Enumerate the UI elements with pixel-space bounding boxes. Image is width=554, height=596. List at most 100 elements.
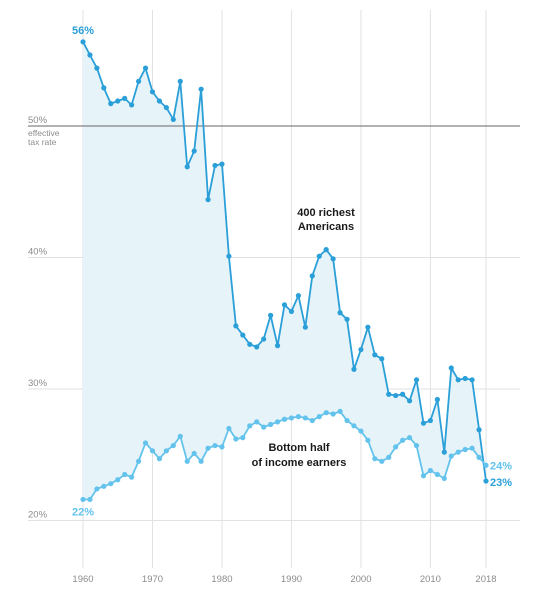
data-point-richest — [191, 148, 197, 154]
data-point-richest — [233, 323, 239, 329]
data-point-bottom-half — [212, 442, 218, 449]
data-point-bottom-half — [80, 496, 86, 503]
data-point-richest — [129, 102, 135, 108]
data-point-richest — [302, 324, 308, 330]
data-point-bottom-half — [365, 437, 371, 443]
data-point-bottom-half — [219, 444, 225, 450]
series-label: Americans — [298, 221, 354, 233]
x-tick-label: 1980 — [211, 574, 232, 585]
series-points — [80, 39, 489, 503]
data-point-richest — [483, 478, 489, 484]
data-point-bottom-half — [142, 440, 149, 446]
start-value-label-richest: 56% — [72, 25, 94, 37]
data-point-bottom-half — [309, 417, 315, 424]
x-tick-label: 1960 — [72, 574, 93, 585]
axis-labels: 1960 1970 1980 1990 2000 2010 2018 20% 30% 40% 50% — [28, 115, 497, 585]
data-point-richest — [455, 377, 461, 383]
data-point-richest — [323, 247, 329, 253]
data-point-bottom-half — [177, 433, 183, 439]
data-point-bottom-half — [191, 450, 197, 457]
data-point-richest — [219, 161, 225, 167]
data-point-bottom-half — [413, 442, 420, 449]
data-point-richest — [420, 420, 427, 426]
data-point-bottom-half — [198, 458, 204, 464]
series-label: 400 richest — [297, 207, 355, 219]
data-point-richest — [393, 392, 399, 399]
data-point-bottom-half — [205, 445, 211, 451]
data-point-richest — [240, 332, 246, 338]
data-point-richest — [226, 253, 232, 259]
data-point-bottom-half — [330, 411, 336, 417]
y-tick-label: 50% — [28, 115, 48, 126]
data-point-bottom-half — [149, 448, 156, 454]
data-point-richest — [149, 89, 156, 95]
data-point-richest — [379, 356, 385, 362]
data-point-richest — [156, 98, 163, 104]
data-point-bottom-half — [135, 458, 142, 464]
data-point-bottom-half — [184, 458, 190, 464]
data-point-richest — [268, 312, 274, 318]
data-point-richest — [406, 398, 413, 404]
x-tick-label: 1990 — [281, 574, 302, 585]
data-point-richest — [288, 308, 295, 315]
data-point-richest — [170, 116, 176, 123]
data-point-bottom-half — [247, 423, 253, 429]
end-value-label-bottom-half: 24% — [490, 460, 512, 472]
data-point-richest — [434, 396, 440, 403]
data-point-richest — [115, 98, 121, 104]
data-point-bottom-half — [163, 448, 169, 454]
data-point-bottom-half — [323, 410, 329, 416]
data-point-bottom-half — [87, 496, 93, 503]
data-point-bottom-half — [281, 416, 288, 422]
x-tick-label: 2010 — [420, 574, 441, 585]
shaded-area — [83, 41, 486, 500]
data-point-richest — [247, 341, 253, 347]
data-point-bottom-half — [233, 436, 239, 442]
data-point-bottom-half — [129, 474, 135, 480]
data-point-bottom-half — [358, 428, 364, 434]
data-point-richest — [386, 391, 392, 397]
data-point-bottom-half — [469, 445, 475, 451]
data-point-bottom-half — [316, 414, 322, 420]
data-point-bottom-half — [122, 471, 128, 478]
data-point-richest — [94, 65, 100, 71]
data-point-richest — [87, 52, 93, 58]
data-point-richest — [101, 85, 107, 91]
data-point-richest — [330, 256, 336, 262]
data-point-richest — [295, 293, 301, 299]
data-point-richest — [365, 324, 371, 330]
data-point-bottom-half — [170, 442, 176, 449]
y-tick-label: 20% — [28, 510, 48, 521]
data-point-bottom-half — [115, 477, 121, 483]
data-point-richest — [372, 352, 378, 358]
data-point-richest — [344, 316, 350, 322]
data-point-richest — [316, 253, 322, 259]
data-point-richest — [198, 86, 204, 92]
data-point-bottom-half — [420, 473, 427, 479]
data-point-richest — [337, 310, 343, 316]
data-point-richest — [351, 366, 357, 372]
data-point-bottom-half — [441, 475, 447, 482]
series-label: Bottom half — [268, 442, 329, 454]
data-point-richest — [122, 95, 128, 101]
data-point-bottom-half — [254, 419, 260, 425]
reference-note: effective — [28, 128, 60, 138]
data-point-richest — [309, 273, 315, 279]
data-point-richest — [476, 427, 482, 433]
data-point-bottom-half — [406, 435, 413, 441]
reference-note: tax rate — [28, 137, 57, 147]
data-point-bottom-half — [101, 483, 107, 489]
data-point-bottom-half — [434, 471, 440, 478]
data-point-bottom-half — [476, 454, 482, 460]
data-point-bottom-half — [379, 458, 385, 464]
y-tick-label: 30% — [28, 378, 48, 389]
data-point-bottom-half — [483, 462, 489, 468]
data-point-richest — [135, 78, 142, 84]
data-point-bottom-half — [448, 453, 454, 459]
data-point-bottom-half — [393, 444, 399, 450]
data-point-richest — [448, 365, 454, 371]
data-point-bottom-half — [372, 456, 378, 462]
y-tick-label: 40% — [28, 247, 48, 258]
data-point-bottom-half — [427, 467, 434, 474]
